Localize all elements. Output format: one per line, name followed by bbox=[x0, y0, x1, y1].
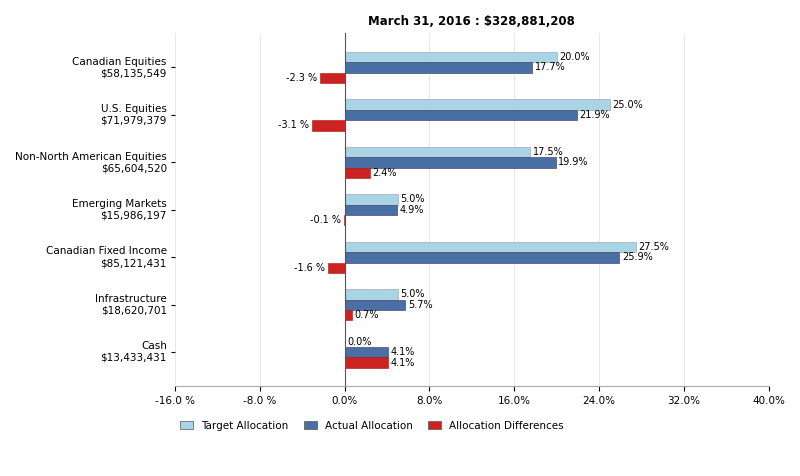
Text: 0.7%: 0.7% bbox=[354, 310, 379, 320]
Bar bbox=[345, 252, 619, 262]
Text: 0.0%: 0.0% bbox=[347, 337, 372, 347]
Bar bbox=[345, 357, 388, 368]
Text: -1.6 %: -1.6 % bbox=[294, 263, 325, 273]
Text: 4.9%: 4.9% bbox=[399, 205, 424, 215]
Text: -0.1 %: -0.1 % bbox=[310, 215, 341, 225]
Bar bbox=[345, 289, 398, 299]
Bar bbox=[312, 120, 345, 130]
Bar bbox=[345, 168, 370, 178]
Text: 5.0%: 5.0% bbox=[400, 289, 425, 299]
Text: 5.7%: 5.7% bbox=[408, 300, 432, 310]
Text: 17.5%: 17.5% bbox=[533, 147, 563, 157]
Bar bbox=[345, 242, 636, 252]
Bar bbox=[345, 310, 352, 320]
Text: 4.1%: 4.1% bbox=[390, 347, 415, 357]
Text: -3.1 %: -3.1 % bbox=[278, 120, 309, 130]
Text: 17.7%: 17.7% bbox=[535, 62, 566, 72]
Text: 5.0%: 5.0% bbox=[400, 194, 425, 204]
Bar bbox=[328, 262, 345, 273]
Bar bbox=[345, 52, 557, 62]
Text: 20.0%: 20.0% bbox=[559, 52, 590, 62]
Text: -2.3 %: -2.3 % bbox=[286, 73, 318, 83]
Text: 21.9%: 21.9% bbox=[579, 110, 610, 120]
Bar bbox=[343, 215, 345, 226]
Text: 25.0%: 25.0% bbox=[612, 99, 643, 109]
Bar bbox=[320, 73, 345, 83]
Text: 27.5%: 27.5% bbox=[638, 242, 670, 252]
Bar bbox=[345, 205, 397, 215]
Bar bbox=[345, 110, 577, 120]
Bar bbox=[345, 147, 530, 157]
Legend: Target Allocation, Actual Allocation, Allocation Differences: Target Allocation, Actual Allocation, Al… bbox=[180, 421, 564, 431]
Bar bbox=[345, 62, 532, 73]
Text: 25.9%: 25.9% bbox=[622, 252, 653, 262]
Bar bbox=[345, 347, 388, 357]
Bar bbox=[345, 194, 398, 205]
Bar bbox=[345, 299, 405, 310]
Text: 4.1%: 4.1% bbox=[390, 357, 415, 367]
Bar bbox=[345, 157, 555, 168]
Text: 19.9%: 19.9% bbox=[558, 158, 589, 168]
Bar bbox=[345, 99, 610, 110]
Title: March 31, 2016 : $328,881,208: March 31, 2016 : $328,881,208 bbox=[368, 15, 575, 28]
Text: 2.4%: 2.4% bbox=[373, 168, 398, 178]
